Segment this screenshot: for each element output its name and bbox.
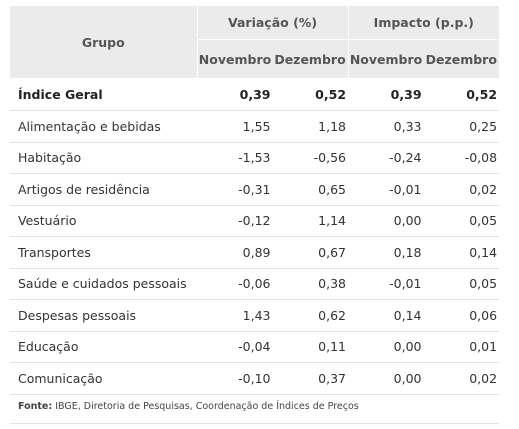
row-label: Vestuário — [10, 205, 197, 237]
cell-impacto-dezembro: -0,08 — [423, 142, 500, 174]
table-row: Habitação -1,53 -0,56 -0,24 -0,08 — [10, 142, 500, 174]
cell-impacto-novembro: 0,18 — [348, 236, 424, 269]
cell-impacto-novembro: 0,00 — [348, 331, 424, 363]
cell-variacao-dezembro: 0,37 — [272, 362, 349, 395]
header-grupo: Grupo — [10, 6, 198, 78]
row-label: Educação — [10, 331, 197, 363]
cell-variacao-dezembro: -0,56 — [272, 142, 349, 174]
cell-variacao-dezembro: 0,52 — [272, 78, 349, 111]
row-label: Saúde e cuidados pessoais — [10, 268, 197, 300]
bottom-divider — [10, 423, 499, 424]
header-impacto-dezembro: Dezembro — [423, 39, 500, 78]
cell-impacto-novembro: 0,00 — [348, 205, 424, 237]
cell-impacto-dezembro: 0,02 — [423, 362, 500, 395]
cell-impacto-dezembro: 0,06 — [423, 299, 500, 332]
source-label: Fonte: — [18, 401, 53, 412]
header-variacao-dezembro: Dezembro — [272, 39, 349, 78]
cell-variacao-novembro: -0,04 — [197, 331, 273, 363]
cell-impacto-novembro: -0,24 — [348, 142, 424, 174]
cell-impacto-novembro: 0,39 — [348, 78, 424, 111]
cell-impacto-dezembro: 0,14 — [423, 236, 500, 269]
cell-variacao-dezembro: 1,14 — [272, 205, 349, 237]
cell-variacao-novembro: 1,55 — [197, 110, 273, 143]
cell-impacto-dezembro: 0,25 — [423, 110, 500, 143]
table-row-indice-geral: Índice Geral 0,39 0,52 0,39 0,52 — [10, 78, 500, 111]
source-note: Fonte: IBGE, Diretoria de Pesquisas, Coo… — [18, 401, 359, 412]
source-text: IBGE, Diretoria de Pesquisas, Coordenaçã… — [52, 401, 359, 412]
header-variacao-novembro: Novembro — [197, 39, 273, 78]
row-label: Artigos de residência — [10, 173, 197, 206]
cell-impacto-dezembro: 0,52 — [423, 78, 500, 111]
header-impacto: Impacto (p.p.) — [348, 6, 500, 40]
row-label: Despesas pessoais — [10, 299, 197, 332]
row-label: Habitação — [10, 142, 197, 174]
cell-impacto-novembro: -0,01 — [348, 173, 424, 206]
cell-impacto-novembro: 0,00 — [348, 362, 424, 395]
table-row: Alimentação e bebidas 1,55 1,18 0,33 0,2… — [10, 110, 500, 143]
cell-variacao-novembro: 1,43 — [197, 299, 273, 332]
cell-variacao-novembro: 0,89 — [197, 236, 273, 269]
cell-variacao-dezembro: 0,38 — [272, 268, 349, 300]
table-row: Artigos de residência -0,31 0,65 -0,01 0… — [10, 173, 500, 206]
cell-impacto-dezembro: 0,01 — [423, 331, 500, 363]
cell-impacto-dezembro: 0,02 — [423, 173, 500, 206]
cell-impacto-dezembro: 0,05 — [423, 205, 500, 237]
cell-impacto-novembro: -0,01 — [348, 268, 424, 300]
cell-variacao-novembro: -0,06 — [197, 268, 273, 300]
row-label: Índice Geral — [10, 78, 197, 111]
row-label: Alimentação e bebidas — [10, 110, 197, 143]
cell-variacao-novembro: -0,12 — [197, 205, 273, 237]
cell-variacao-dezembro: 0,67 — [272, 236, 349, 269]
table-row: Transportes 0,89 0,67 0,18 0,14 — [10, 236, 500, 269]
cell-variacao-dezembro: 0,11 — [272, 331, 349, 363]
header-variacao: Variação (%) — [197, 6, 349, 40]
cell-impacto-novembro: 0,33 — [348, 110, 424, 143]
cell-variacao-novembro: -0,10 — [197, 362, 273, 395]
table-row: Despesas pessoais 1,43 0,62 0,14 0,06 — [10, 299, 500, 332]
cell-impacto-novembro: 0,14 — [348, 299, 424, 332]
cell-variacao-dezembro: 1,18 — [272, 110, 349, 143]
table-row: Comunicação -0,10 0,37 0,00 0,02 — [10, 362, 500, 395]
table-body: Índice Geral 0,39 0,52 0,39 0,52 Aliment… — [10, 78, 500, 395]
row-label: Comunicação — [10, 362, 197, 395]
table-row: Educação -0,04 0,11 0,00 0,01 — [10, 331, 500, 363]
table-row: Vestuário -0,12 1,14 0,00 0,05 — [10, 205, 500, 237]
table-header: Grupo Variação (%) Impacto (p.p.) Novemb… — [10, 6, 500, 78]
cell-variacao-novembro: 0,39 — [197, 78, 273, 111]
cell-variacao-novembro: -0,31 — [197, 173, 273, 206]
cell-variacao-novembro: -1,53 — [197, 142, 273, 174]
cell-variacao-dezembro: 0,65 — [272, 173, 349, 206]
cell-variacao-dezembro: 0,62 — [272, 299, 349, 332]
header-impacto-novembro: Novembro — [348, 39, 424, 78]
row-label: Transportes — [10, 236, 197, 269]
cell-impacto-dezembro: 0,05 — [423, 268, 500, 300]
table-row: Saúde e cuidados pessoais -0,06 0,38 -0,… — [10, 268, 500, 300]
ipca-table: Grupo Variação (%) Impacto (p.p.) Novemb… — [10, 6, 500, 395]
